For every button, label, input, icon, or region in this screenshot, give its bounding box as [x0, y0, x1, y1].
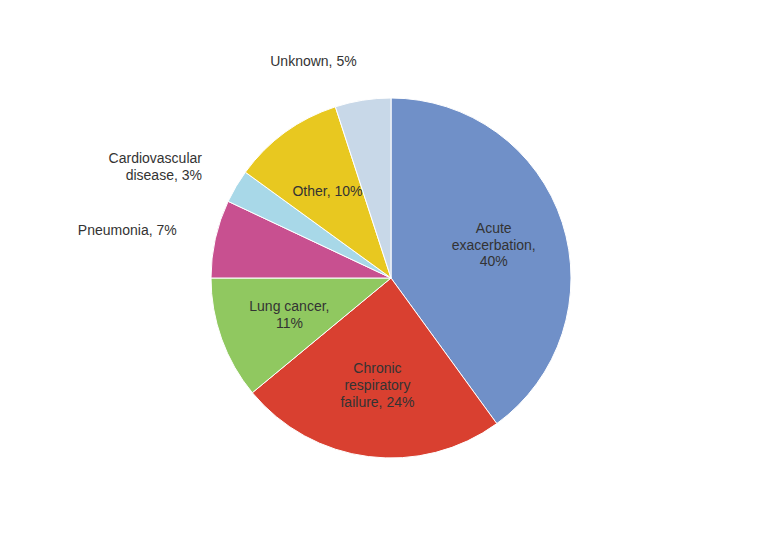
svg-text:Cardiovasculardisease, 3%: Cardiovasculardisease, 3% — [109, 150, 203, 183]
svg-text:Lung cancer,11%: Lung cancer,11% — [249, 298, 329, 331]
svg-text:Other, 10%: Other, 10% — [292, 183, 362, 199]
svg-text:Acuteexacerbation,40%: Acuteexacerbation,40% — [452, 220, 536, 270]
svg-text:Unknown, 5%: Unknown, 5% — [270, 53, 356, 69]
svg-text:Pneumonia, 7%: Pneumonia, 7% — [78, 222, 177, 238]
svg-text:Chronicrespiratoryfailure, 24%: Chronicrespiratoryfailure, 24% — [340, 360, 414, 410]
